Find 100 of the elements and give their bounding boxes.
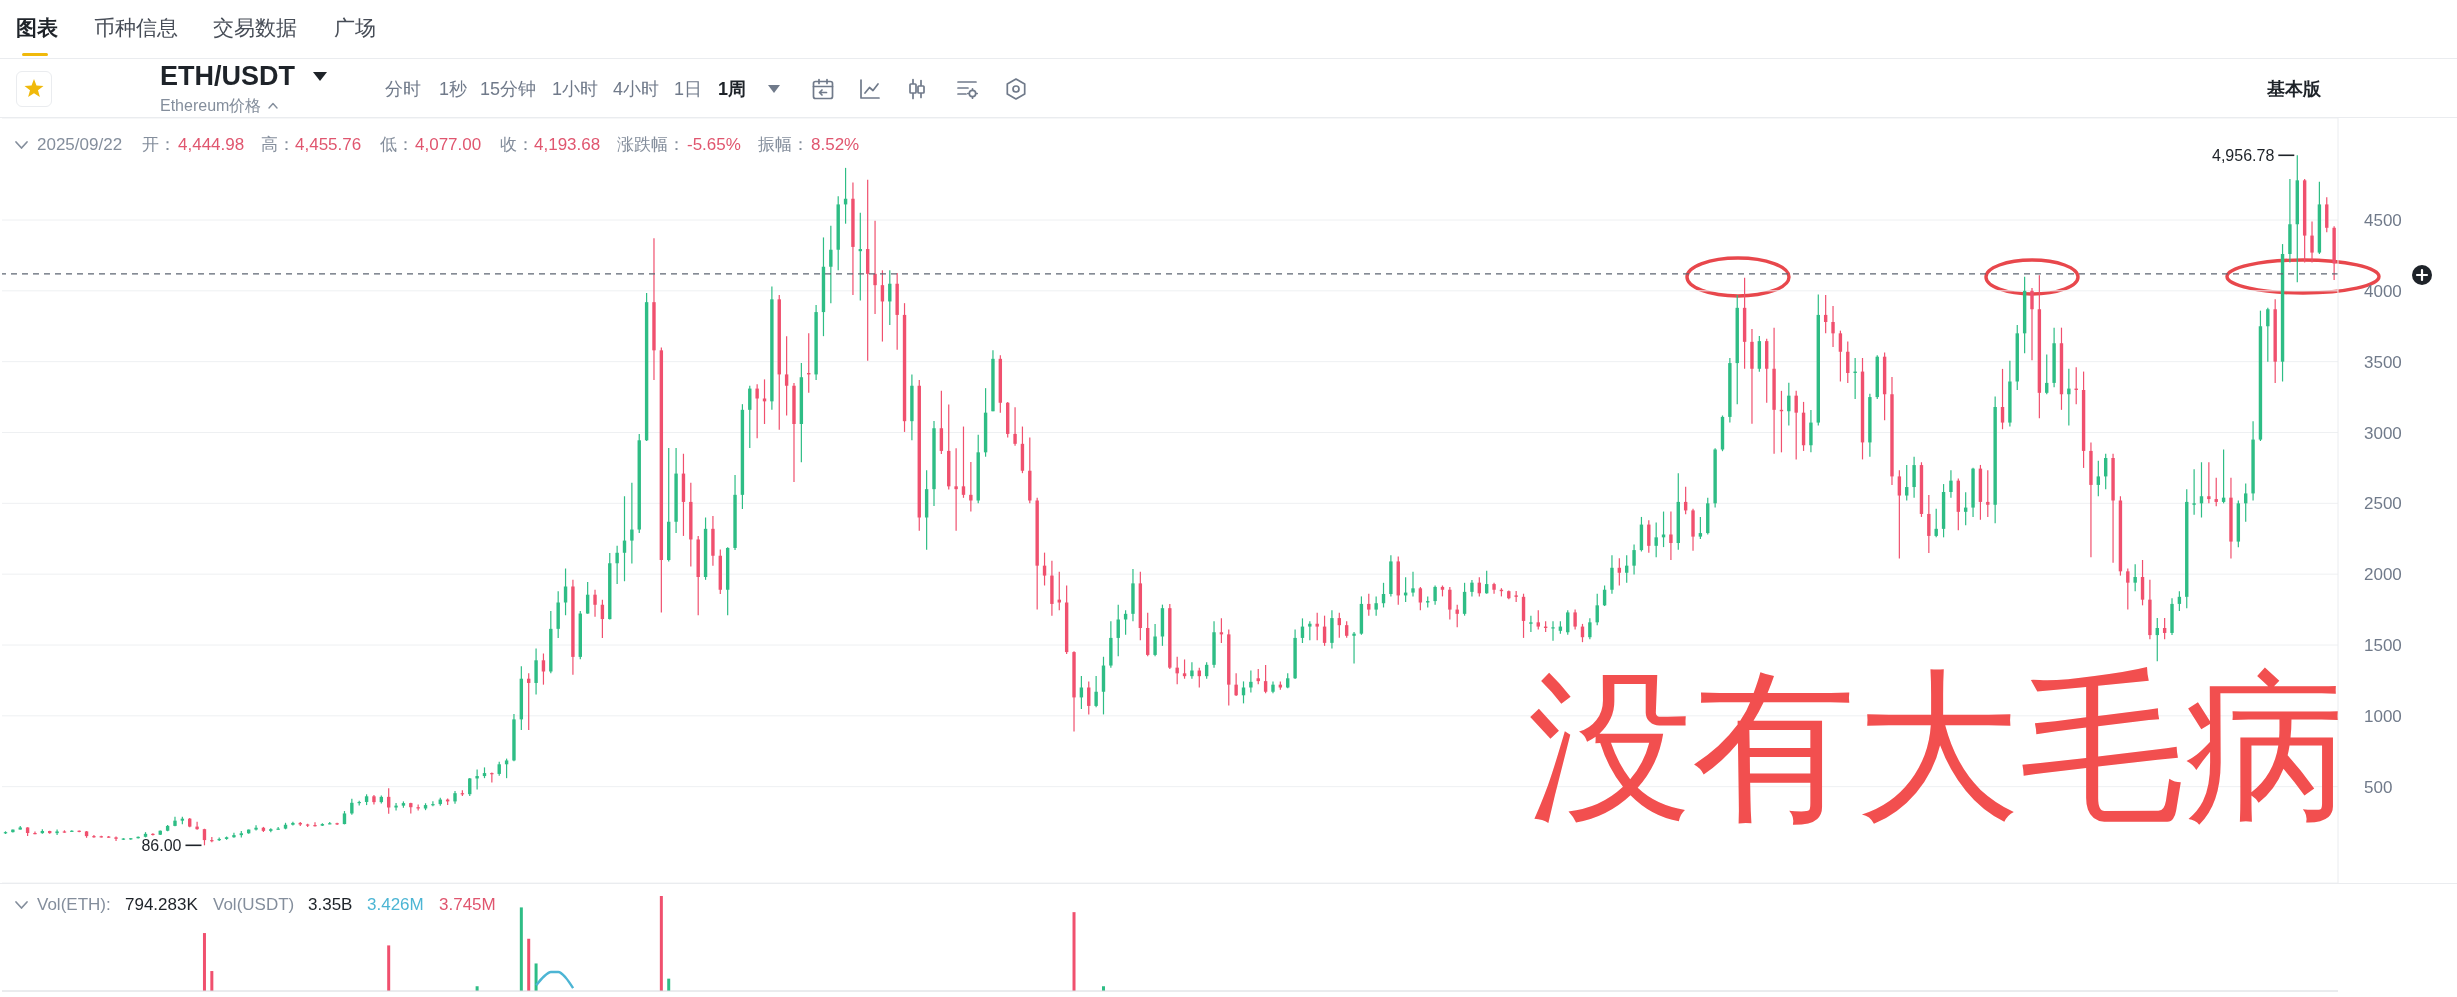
candlestick: [755, 383, 759, 439]
candlestick: [2266, 307, 2270, 363]
candlestick: [1013, 406, 1017, 447]
candlestick: [1831, 305, 1835, 348]
candlestick: [829, 225, 833, 304]
candlestick: [1610, 554, 1614, 595]
bar: [527, 938, 531, 991]
candlestick: [2096, 460, 2101, 497]
candlestick: [2133, 563, 2137, 592]
candlestick: [630, 482, 634, 565]
candlestick: [784, 335, 789, 417]
candlestick: [2207, 461, 2211, 504]
candlestick: [55, 828, 59, 836]
chart-title: ETH/USDT: [160, 60, 295, 94]
candlestick: [1433, 584, 1437, 606]
bar: [659, 896, 663, 991]
annotation: 收：: [500, 134, 534, 156]
candlestick: [1352, 631, 1356, 665]
candlestick: [1698, 516, 1703, 540]
text: 广场: [334, 14, 376, 41]
y-tick-label: 1500: [2364, 636, 2402, 656]
text: 1日: [674, 77, 703, 101]
candlestick: [1632, 543, 1636, 576]
candlestick: [1249, 669, 1253, 694]
candlestick: [1448, 586, 1452, 621]
candlestick: [1153, 623, 1157, 657]
candlestick: [1986, 469, 1990, 518]
candlestick: [873, 220, 877, 315]
bar: [210, 971, 214, 991]
annotation: 低：: [380, 134, 414, 156]
annotation: 86.00: [141, 836, 182, 854]
candlestick: [1374, 595, 1378, 617]
candlestick: [1927, 494, 1931, 554]
annotation: 3.745M: [439, 894, 496, 916]
candlestick: [2325, 196, 2329, 233]
annotation: 振幅：: [758, 134, 809, 156]
y-tick-label: 3000: [2364, 423, 2402, 443]
candlestick: [1123, 609, 1128, 636]
y-tick-label: 1000: [2364, 706, 2402, 726]
text: 分时: [385, 77, 421, 101]
candlestick: [1897, 469, 1902, 560]
candlestick: [2214, 477, 2218, 507]
candlestick: [1787, 382, 1791, 427]
candlestick: [1308, 620, 1312, 641]
y-tick-label: 500: [2364, 777, 2393, 797]
bar: [1072, 912, 1076, 991]
y-tick-label: 2500: [2364, 494, 2402, 514]
y-tick-label: 4500: [2364, 211, 2402, 231]
candlestick: [1175, 656, 1179, 685]
candlestick: [431, 800, 435, 807]
annotation: Vol(ETH):: [37, 894, 111, 916]
annotation: 794.283K: [125, 894, 198, 916]
candlestick: [1094, 675, 1098, 708]
candlestick: [490, 771, 494, 784]
candlestick: [1573, 608, 1577, 631]
bar: [202, 933, 206, 991]
annotation: Vol(USDT): [213, 894, 295, 916]
candlestick: [1529, 615, 1533, 633]
candlestick: [2192, 468, 2196, 516]
candlestick: [1182, 658, 1187, 680]
candlestick: [939, 390, 944, 455]
candlestick: [2126, 567, 2130, 611]
text: 1小时: [552, 77, 599, 101]
candlestick: [1588, 617, 1592, 640]
candlestick: [1234, 672, 1238, 697]
text: 基本版: [2267, 77, 2321, 101]
candlestick: [593, 589, 597, 618]
annotation: 3.35B: [308, 894, 353, 916]
annotation: 3.426M: [367, 894, 424, 916]
candlestick: [1654, 521, 1658, 558]
text: 币种信息: [94, 14, 178, 41]
text: 图表: [16, 14, 58, 41]
annotation: 4,956.78: [2212, 146, 2275, 164]
text: 交易数据: [213, 14, 297, 41]
candlestick: [615, 545, 619, 585]
candlestick: [475, 768, 479, 791]
annotation: 4,455.76: [295, 134, 362, 156]
candlestick: [1411, 571, 1415, 598]
candlestick: [1566, 609, 1570, 636]
annotation: 4,193.68: [534, 134, 601, 156]
candlestick: [1536, 609, 1540, 631]
candlestick: [534, 647, 538, 696]
annotation: 8.52%: [811, 134, 860, 156]
annotation: 没有大毛病: [1528, 656, 2348, 839]
candlestick: [969, 461, 973, 513]
annotation: 4,444.98: [178, 134, 245, 156]
text: 1周: [718, 77, 747, 101]
candlestick: [1949, 469, 1953, 499]
candlestick: [1809, 409, 1813, 453]
annotation: 涨跌幅：: [617, 134, 685, 156]
candlestick: [2067, 368, 2071, 427]
candlestick: [2000, 368, 2005, 430]
candlestick: [1905, 464, 1909, 502]
candlestick: [2140, 559, 2145, 606]
candlestick: [1794, 390, 1798, 461]
candlestick: [1367, 593, 1371, 617]
candlestick: [1669, 510, 1673, 561]
candlestick: [1057, 571, 1061, 611]
candlestick: [313, 821, 317, 828]
candlestick: [1263, 664, 1268, 694]
